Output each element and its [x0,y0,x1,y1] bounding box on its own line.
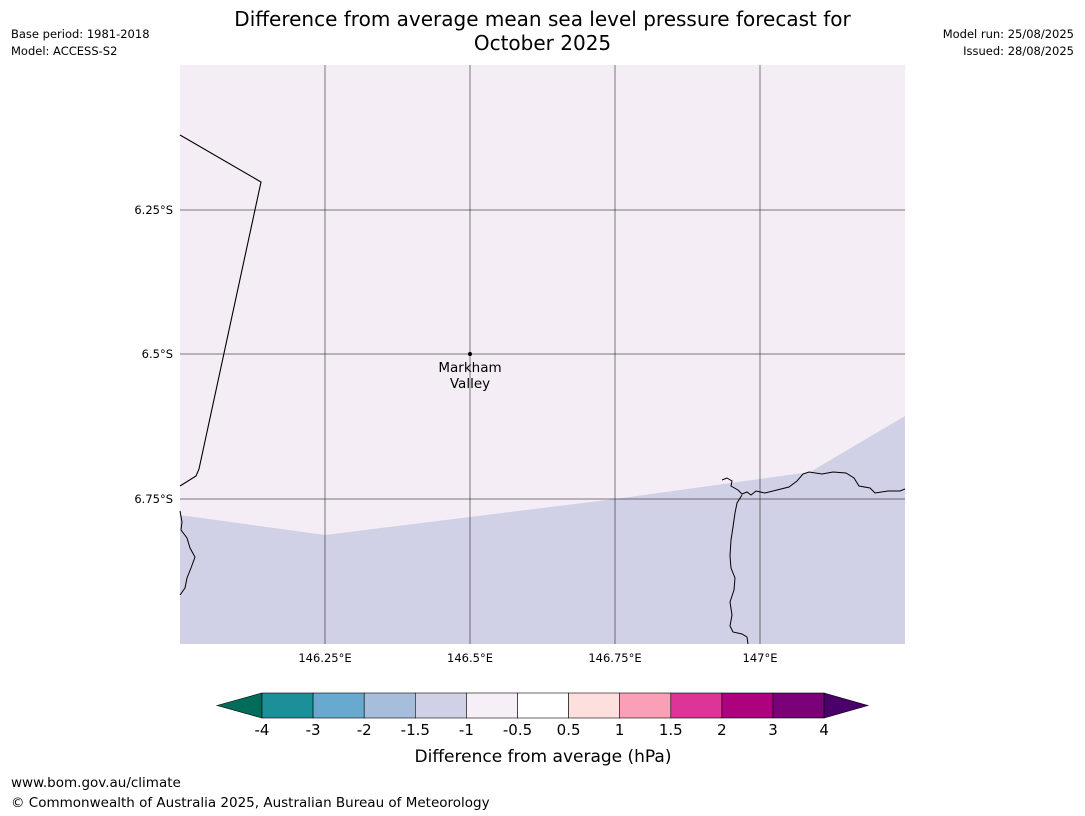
lon-label: 147°E [743,651,778,665]
colorbar-tick-label: -4 [255,721,270,739]
issued-date: Issued: 28/08/2025 [963,44,1074,58]
place-marker [468,352,472,356]
gridlines [180,65,905,644]
lon-label: 146.75°E [588,651,641,665]
model-name: Model: ACCESS-S2 [11,44,118,58]
colorbar-tick-label: -0.5 [503,721,532,739]
colorbar-label: Difference from average (hPa) [415,747,672,767]
meta-right: Model run: 25/08/2025 Issued: 28/08/2025 [943,26,1074,60]
colorbar-segment [312,692,365,719]
meta-left: Base period: 1981-2018 Model: ACCESS-S2 [11,26,150,60]
colorbar-tick-label: -3 [306,721,321,739]
colorbar-tick-label: 1.5 [659,721,683,739]
place-label-line2: Valley [450,376,490,392]
colorbar-extend-high [823,692,870,719]
colorbar-segment [772,692,825,719]
title-line-1: Difference from average mean sea level p… [234,7,851,31]
colorbar-tick-label: -1 [459,721,474,739]
colorbar-segment [261,692,314,719]
map-area: Markham Valley [179,65,906,645]
colorbar [215,692,870,719]
lat-label: 6.5°S [142,347,173,361]
lon-labels: 146.25°E 146.5°E 146.75°E 147°E [298,651,777,665]
coastline-southwest [179,510,196,596]
map-title: Difference from average mean sea level p… [0,7,1085,55]
footer-copyright: © Commonwealth of Australia 2025, Austra… [11,795,490,811]
colorbar-tick-label: -1.5 [401,721,430,739]
colorbar-tick-label: -2 [357,721,372,739]
colorbar-segment [568,692,620,719]
colorbar-segment [619,692,672,719]
field-lower [180,416,905,644]
coastline-east [721,471,906,496]
footer-url: www.bom.gov.au/climate [11,775,181,791]
colorbar-segment [721,692,774,719]
base-period: Base period: 1981-2018 [11,27,150,41]
colorbar-segment [517,692,569,719]
colorbar-ticks: -4 -3 -2 -1.5 -1 -0.5 0.5 1 1.5 2 3 4 [255,721,829,739]
colorbar-tick-label: 0.5 [557,721,581,739]
lat-label: 6.25°S [134,203,173,217]
colorbar-tick-label: 4 [819,721,829,739]
river [729,494,749,645]
colorbar-segment [670,692,723,719]
coastline-west [179,134,262,487]
lon-label: 146.25°E [298,651,351,665]
colorbar-segment [414,692,467,719]
colorbar-extend-low [215,692,263,719]
colorbar-tick-label: 2 [717,721,727,739]
lat-label: 6.75°S [134,492,173,506]
lon-label: 146.5°E [447,651,493,665]
colorbar-segment [363,692,416,719]
lat-labels: 6.25°S 6.5°S 6.75°S [134,203,173,506]
title-line-2: October 2025 [473,31,612,55]
place-label-line1: Markham [438,360,501,376]
colorbar-tick-label: 3 [768,721,778,739]
model-run: Model run: 25/08/2025 [942,27,1074,41]
colorbar-tick-label: 1 [615,721,625,739]
colorbar-segment [466,692,518,719]
